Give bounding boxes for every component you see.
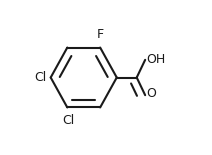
Text: Cl: Cl [62, 114, 74, 127]
Text: OH: OH [147, 53, 166, 66]
Text: F: F [97, 28, 104, 41]
Text: O: O [147, 87, 157, 100]
Text: Cl: Cl [35, 71, 47, 84]
